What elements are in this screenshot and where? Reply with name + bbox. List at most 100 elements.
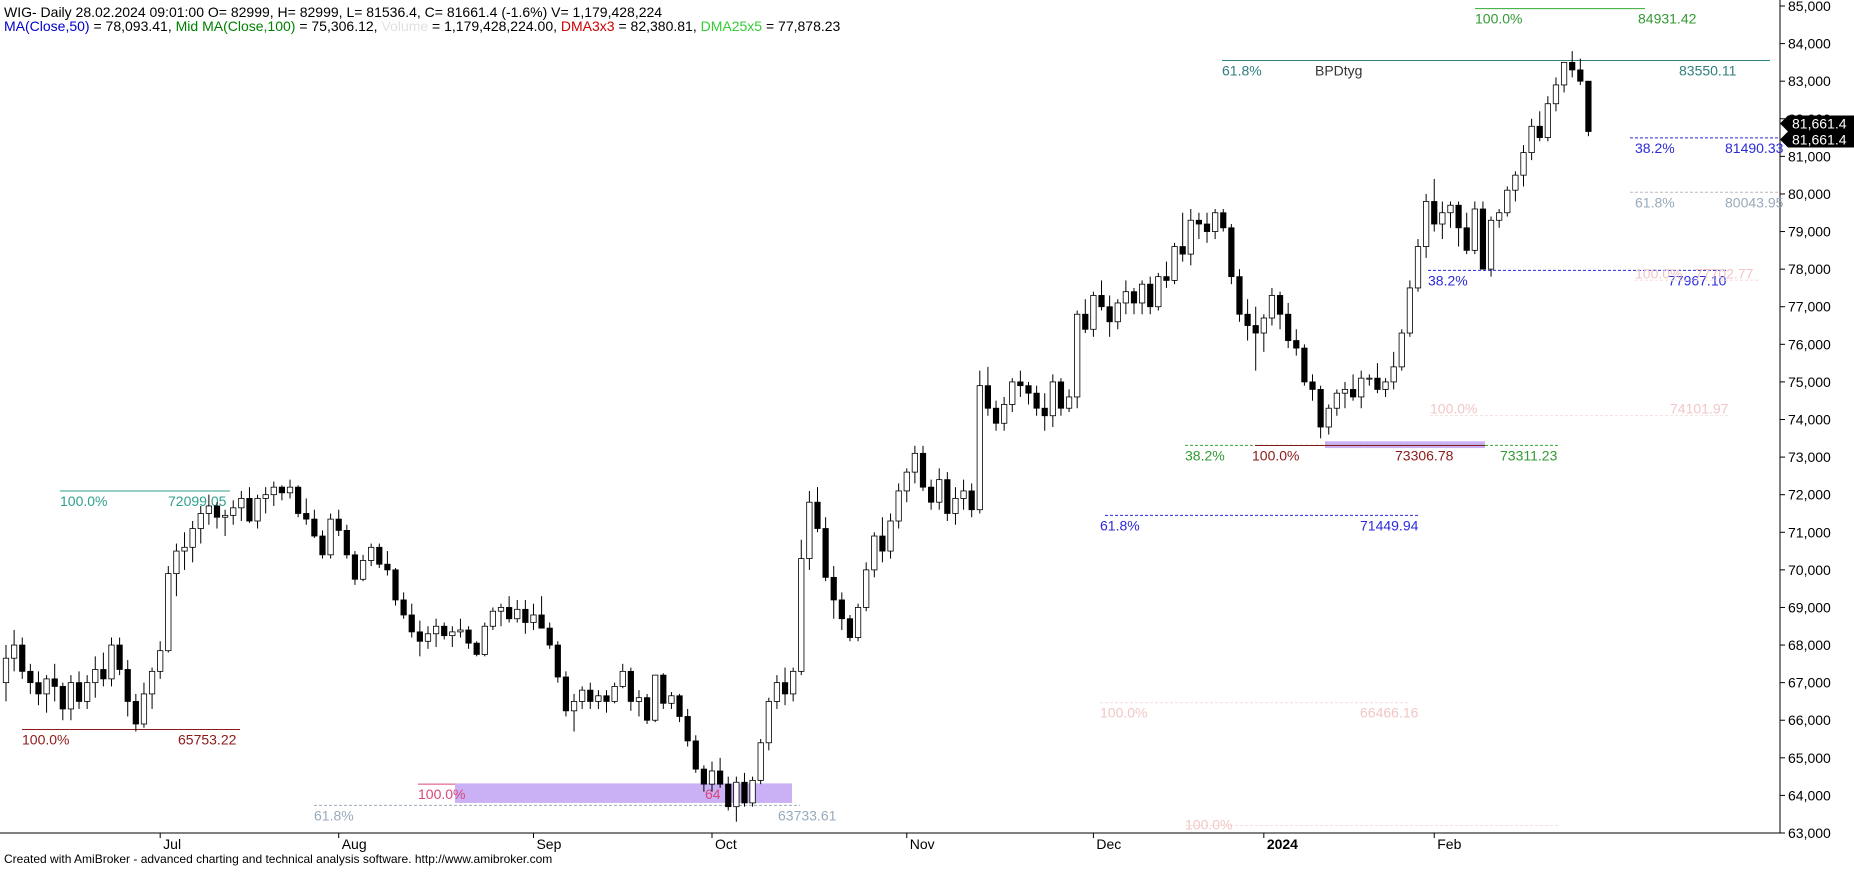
candle-body-down bbox=[1203, 223, 1211, 232]
candle bbox=[1130, 287, 1138, 315]
candle bbox=[1057, 378, 1065, 416]
ma100-value: = 75,306.12, bbox=[295, 18, 378, 34]
x-tick-label: Oct bbox=[715, 836, 737, 852]
candle-body-down bbox=[676, 695, 683, 717]
candle bbox=[92, 656, 99, 698]
x-tick-label: Aug bbox=[342, 836, 367, 852]
candle bbox=[1074, 310, 1081, 409]
candle bbox=[976, 370, 983, 514]
candle-body-up bbox=[165, 573, 172, 652]
candle bbox=[838, 592, 845, 631]
candle-body-down bbox=[928, 486, 935, 503]
candle bbox=[944, 472, 951, 521]
candle-body-up bbox=[798, 558, 805, 672]
candle bbox=[1122, 280, 1129, 315]
candle bbox=[213, 502, 221, 529]
candle bbox=[717, 757, 724, 788]
candle bbox=[733, 776, 740, 822]
y-tick-label: 65,000 bbox=[1788, 750, 1831, 766]
candle bbox=[619, 663, 626, 689]
candle-body-down bbox=[416, 631, 423, 642]
candle-body-down bbox=[830, 576, 837, 601]
candle bbox=[1293, 329, 1300, 356]
candle bbox=[1325, 404, 1332, 435]
x-tick-label: 2024 bbox=[1267, 836, 1298, 852]
candle bbox=[587, 682, 594, 709]
candle bbox=[1195, 212, 1203, 240]
candle bbox=[457, 618, 464, 638]
candle-body-up bbox=[1187, 219, 1194, 255]
candle bbox=[124, 660, 131, 717]
candle bbox=[936, 468, 943, 510]
candle-body-down bbox=[376, 546, 383, 565]
candle-body-up bbox=[1049, 381, 1056, 417]
candle bbox=[1163, 261, 1170, 288]
candle bbox=[725, 776, 732, 811]
candle bbox=[1155, 272, 1162, 311]
candle bbox=[35, 671, 42, 706]
candle bbox=[790, 667, 797, 702]
candle bbox=[952, 487, 959, 525]
candle-body-up bbox=[449, 631, 456, 637]
candle-body-up bbox=[960, 490, 967, 499]
candle-body-down bbox=[473, 642, 480, 655]
candle bbox=[262, 487, 269, 514]
candle bbox=[773, 675, 781, 709]
candle bbox=[579, 686, 586, 709]
candle bbox=[1001, 396, 1008, 431]
candle-body-down bbox=[1252, 325, 1259, 334]
fib-level-price: 74101.97 bbox=[1670, 401, 1729, 417]
candle bbox=[165, 566, 172, 653]
candle-body-down bbox=[984, 385, 992, 409]
volume-value: = 1,179,428,224.00, bbox=[428, 18, 558, 34]
candle bbox=[1479, 201, 1487, 270]
candle-body-up bbox=[1212, 212, 1219, 232]
candle bbox=[489, 607, 497, 631]
candle bbox=[749, 776, 756, 807]
candle bbox=[197, 505, 204, 544]
fib-level-percent: 100.0% bbox=[1185, 816, 1232, 832]
candle bbox=[157, 641, 164, 679]
candle-body-down bbox=[603, 695, 610, 702]
ma50-label: MA(Close,50) bbox=[4, 18, 90, 34]
candle-body-up bbox=[84, 682, 91, 702]
candle-body-up bbox=[570, 701, 578, 712]
candle bbox=[222, 509, 229, 537]
candle-body-up bbox=[1406, 287, 1413, 334]
candle bbox=[992, 400, 1000, 431]
candle-body-down bbox=[59, 685, 66, 710]
indicator-legend: MA(Close,50) = 78,093.41, Mid MA(Close,1… bbox=[4, 18, 840, 34]
candle bbox=[368, 543, 375, 567]
candle-body-up bbox=[205, 505, 212, 514]
candle bbox=[1228, 224, 1235, 285]
demand-zone bbox=[455, 783, 792, 803]
candle bbox=[1382, 378, 1389, 397]
candle-body-up bbox=[773, 682, 781, 702]
candle bbox=[1463, 212, 1470, 255]
candle-body-up bbox=[887, 520, 894, 552]
candle-body-down bbox=[1455, 204, 1462, 229]
y-tick-label: 64,000 bbox=[1788, 787, 1831, 803]
candle-body-down bbox=[1130, 291, 1138, 304]
candle bbox=[1049, 374, 1056, 428]
candle bbox=[676, 693, 683, 723]
candle-body-down bbox=[781, 682, 789, 695]
candle bbox=[530, 603, 537, 631]
candle-body-up bbox=[457, 629, 464, 633]
candle bbox=[928, 479, 935, 510]
volume-label: Volume bbox=[377, 18, 429, 34]
candle-body-down bbox=[1463, 227, 1470, 251]
candle-body-down bbox=[546, 627, 553, 646]
candle bbox=[1496, 208, 1503, 228]
candle-body-down bbox=[1301, 347, 1308, 383]
candle-body-up bbox=[1114, 302, 1121, 323]
candle-body-down bbox=[465, 629, 472, 644]
candle bbox=[538, 596, 545, 629]
candle-body-up bbox=[43, 678, 50, 695]
candle bbox=[1536, 111, 1543, 142]
candle bbox=[1244, 299, 1251, 341]
chart-title: WIG- Daily 28.02.2024 09:01:00 O= 82999,… bbox=[4, 4, 663, 20]
candle bbox=[1504, 186, 1511, 217]
candle-body-down bbox=[1163, 276, 1170, 281]
x-tick-label: Sep bbox=[536, 836, 561, 852]
